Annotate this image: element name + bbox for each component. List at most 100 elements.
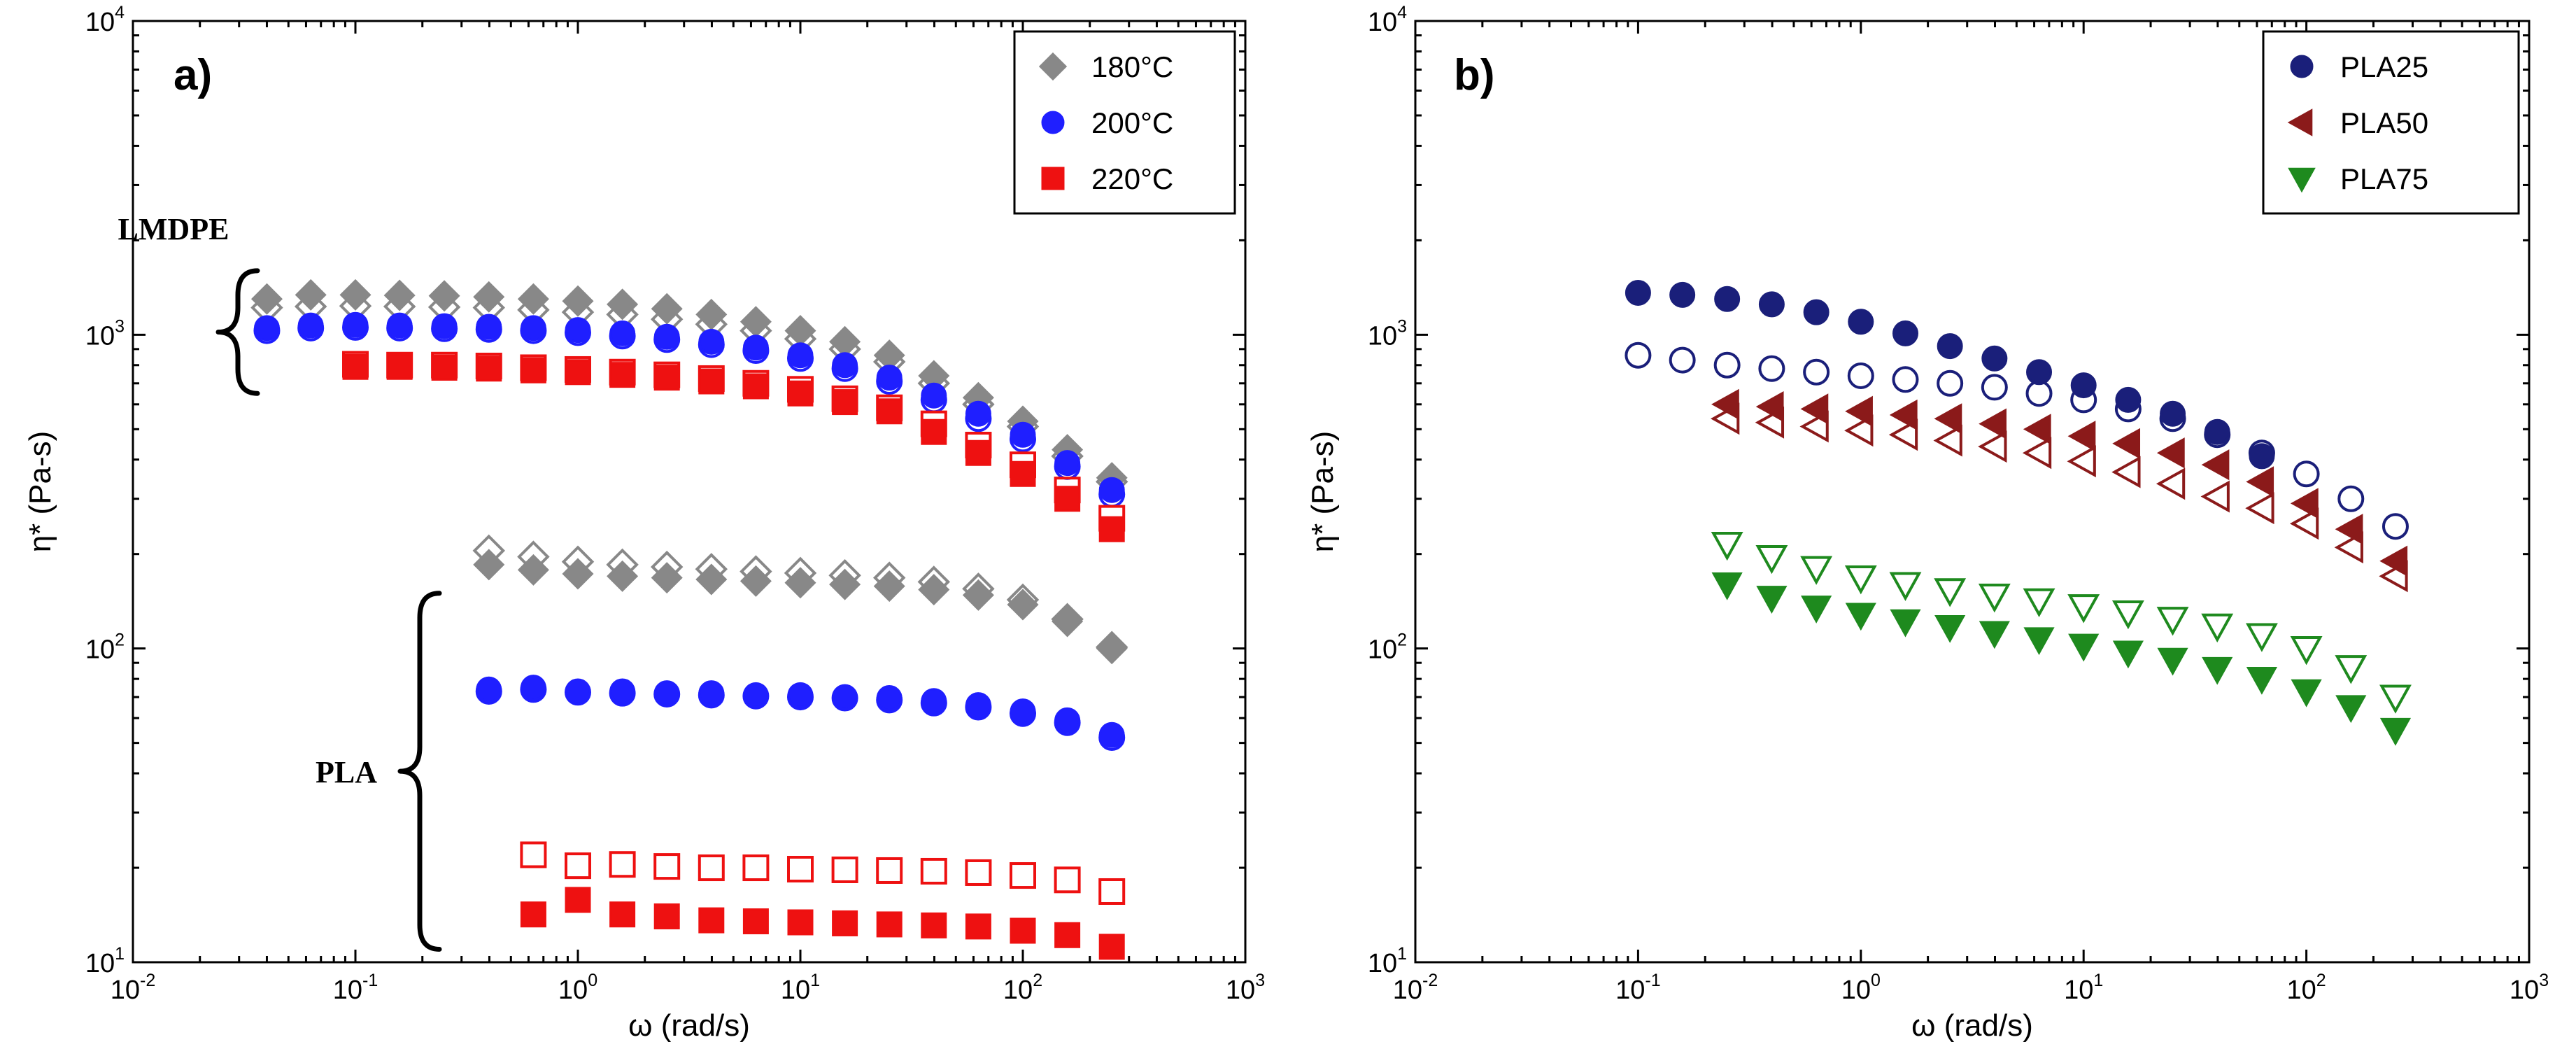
data-point	[2067, 421, 2096, 452]
series-pla75-filled	[1711, 572, 2412, 746]
data-point	[1934, 614, 1966, 643]
data-point	[742, 373, 769, 400]
data-point	[1934, 403, 1962, 435]
data-point	[2245, 492, 2274, 525]
data-point	[473, 281, 505, 313]
data-point	[787, 682, 814, 708]
data-point	[2068, 633, 2100, 662]
data-point	[428, 280, 460, 312]
data-point	[339, 279, 371, 311]
data-point	[876, 365, 903, 391]
data-point	[609, 320, 636, 346]
data-point	[876, 857, 903, 884]
data-point	[1847, 362, 1874, 389]
data-point	[520, 901, 546, 928]
data-point	[1889, 399, 1918, 431]
data-point	[2290, 488, 2319, 519]
panel-label: a)	[174, 51, 212, 99]
data-point	[832, 389, 858, 416]
legend-marker	[1038, 52, 1068, 81]
data-point	[965, 439, 991, 466]
data-point	[653, 365, 680, 391]
x-tick-label: 102	[2287, 971, 2326, 1005]
data-point	[607, 288, 639, 321]
data-point	[1625, 279, 1651, 306]
data-point	[2023, 414, 2051, 445]
data-point	[965, 400, 991, 427]
data-point	[2025, 380, 2053, 407]
data-point	[1937, 333, 1963, 360]
brace-lmdpe	[215, 268, 260, 396]
data-point	[1054, 707, 1081, 733]
plot-frame	[132, 20, 1247, 964]
series-pla75-open	[1711, 531, 2412, 714]
data-point	[2204, 418, 2230, 445]
data-point	[1010, 862, 1036, 889]
data-point	[2156, 437, 2185, 469]
data-point	[1889, 572, 1922, 601]
data-point	[562, 558, 594, 590]
data-point	[1010, 460, 1036, 487]
data-point	[1054, 486, 1081, 512]
data-point	[1800, 556, 1833, 585]
x-tick-label: 100	[558, 971, 597, 1005]
y-tick-label: 104	[85, 3, 125, 37]
x-tick-label: 100	[1841, 971, 1881, 1005]
data-point	[520, 357, 546, 383]
data-point	[2022, 437, 2052, 470]
data-point	[1758, 355, 1785, 382]
data-point	[383, 279, 416, 311]
data-point	[2379, 545, 2408, 577]
data-point	[2201, 449, 2230, 481]
data-point	[1054, 450, 1081, 477]
data-point	[2246, 666, 2278, 695]
data-point	[784, 567, 816, 599]
data-point	[1010, 698, 1036, 725]
y-tick-label: 103	[85, 316, 125, 351]
data-point	[921, 418, 947, 445]
data-point	[431, 313, 458, 339]
x-tick-label: 101	[781, 971, 820, 1005]
data-point	[1669, 281, 1696, 308]
data-point	[2111, 456, 2141, 488]
data-point	[609, 901, 636, 928]
annotation-lmdpe: LMDPE	[118, 212, 229, 246]
data-point	[2379, 560, 2408, 593]
data-point	[742, 335, 769, 361]
data-point	[1007, 589, 1039, 621]
y-axis-label: η* (Pa-s)	[23, 431, 57, 553]
data-point	[562, 285, 594, 317]
data-point	[1937, 369, 1964, 397]
x-tick-label: 10-2	[111, 971, 156, 1005]
x-tick-label: 102	[1003, 971, 1042, 1005]
series-pla-220-c-filled	[520, 887, 1125, 960]
data-point	[2334, 531, 2363, 564]
data-point	[1803, 299, 1830, 325]
data-point	[2335, 695, 2367, 724]
chart-panel-a: 10-2 10-1 100 101 102 103 101 102 103 104 ω (rad/s…	[23, 3, 1265, 1043]
plot-frame	[1414, 20, 2531, 964]
legend-marker	[1041, 167, 1065, 190]
data-point	[832, 910, 858, 936]
data-point	[1711, 531, 1743, 561]
data-point	[2379, 717, 2412, 746]
legend: 180°C 200°C 220°C	[1013, 30, 1236, 215]
y-tick-label: 101	[1368, 944, 1407, 978]
data-point	[520, 315, 546, 342]
data-point	[1669, 346, 1696, 374]
data-point	[342, 353, 369, 380]
data-point	[921, 912, 947, 938]
data-point	[653, 323, 680, 350]
data-point	[921, 382, 947, 409]
data-point	[1844, 565, 1877, 595]
data-point	[739, 306, 772, 338]
data-point	[476, 314, 502, 340]
data-point	[1755, 544, 1788, 575]
data-point	[2115, 386, 2142, 413]
data-point	[1844, 414, 1874, 447]
data-point	[1096, 633, 1128, 665]
data-point	[876, 398, 903, 425]
data-point	[965, 859, 992, 886]
data-point	[1713, 351, 1741, 379]
legend-marker	[2290, 55, 2314, 78]
